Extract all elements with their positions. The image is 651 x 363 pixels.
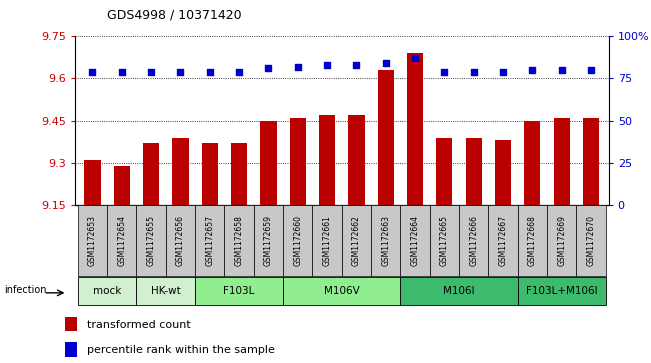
- Bar: [78, 277, 137, 305]
- Text: transformed count: transformed count: [87, 320, 190, 330]
- Bar: [195, 277, 283, 305]
- Bar: [400, 205, 430, 276]
- Text: GSM1172667: GSM1172667: [499, 215, 508, 266]
- Text: GSM1172659: GSM1172659: [264, 215, 273, 266]
- Point: [410, 55, 421, 61]
- Bar: [400, 277, 518, 305]
- Point: [469, 69, 479, 75]
- Bar: [430, 205, 459, 276]
- Point: [175, 69, 186, 75]
- Text: GSM1172663: GSM1172663: [381, 215, 390, 266]
- Point: [263, 65, 273, 71]
- Bar: [371, 205, 400, 276]
- Bar: [283, 205, 312, 276]
- Bar: [231, 143, 247, 205]
- Bar: [342, 205, 371, 276]
- Bar: [166, 205, 195, 276]
- Bar: [495, 140, 511, 205]
- Bar: [348, 115, 365, 205]
- Bar: [114, 166, 130, 205]
- Bar: [254, 205, 283, 276]
- Text: GSM1172661: GSM1172661: [323, 215, 331, 266]
- Point: [586, 67, 596, 73]
- Text: GSM1172668: GSM1172668: [528, 215, 537, 266]
- Text: percentile rank within the sample: percentile rank within the sample: [87, 345, 275, 355]
- Text: mock: mock: [93, 286, 121, 296]
- Point: [146, 69, 156, 75]
- Text: GDS4998 / 10371420: GDS4998 / 10371420: [107, 9, 242, 22]
- Text: GSM1172670: GSM1172670: [587, 215, 596, 266]
- Point: [87, 69, 98, 75]
- Text: M106I: M106I: [443, 286, 475, 296]
- Text: F103L+M106I: F103L+M106I: [526, 286, 598, 296]
- Bar: [283, 277, 400, 305]
- Bar: [319, 115, 335, 205]
- Bar: [137, 205, 166, 276]
- Text: GSM1172665: GSM1172665: [440, 215, 449, 266]
- Point: [292, 64, 303, 70]
- Text: GSM1172660: GSM1172660: [294, 215, 302, 266]
- Text: HK-wt: HK-wt: [151, 286, 181, 296]
- Text: GSM1172657: GSM1172657: [205, 215, 214, 266]
- Bar: [459, 205, 488, 276]
- Point: [204, 69, 215, 75]
- Bar: [436, 138, 452, 205]
- Point: [527, 67, 538, 73]
- Bar: [583, 118, 599, 205]
- Point: [498, 69, 508, 75]
- Text: GSM1172655: GSM1172655: [146, 215, 156, 266]
- Bar: [65, 317, 77, 331]
- Bar: [290, 118, 306, 205]
- Bar: [465, 138, 482, 205]
- Text: GSM1172666: GSM1172666: [469, 215, 478, 266]
- Text: GSM1172658: GSM1172658: [234, 215, 243, 266]
- Bar: [488, 205, 518, 276]
- Bar: [260, 121, 277, 205]
- Text: GSM1172662: GSM1172662: [352, 215, 361, 266]
- Point: [117, 69, 127, 75]
- Text: GSM1172669: GSM1172669: [557, 215, 566, 266]
- Text: M106V: M106V: [324, 286, 359, 296]
- Bar: [554, 118, 570, 205]
- Point: [322, 62, 332, 68]
- Bar: [202, 143, 218, 205]
- Bar: [107, 205, 137, 276]
- Point: [234, 69, 244, 75]
- Bar: [225, 205, 254, 276]
- Bar: [195, 205, 225, 276]
- Text: GSM1172653: GSM1172653: [88, 215, 97, 266]
- Bar: [85, 160, 100, 205]
- Bar: [137, 277, 195, 305]
- Bar: [576, 205, 605, 276]
- Bar: [173, 138, 189, 205]
- Bar: [312, 205, 342, 276]
- Bar: [78, 205, 107, 276]
- Point: [381, 60, 391, 66]
- Text: GSM1172664: GSM1172664: [411, 215, 420, 266]
- Point: [439, 69, 450, 75]
- Point: [557, 67, 567, 73]
- Text: infection: infection: [4, 285, 46, 295]
- Bar: [65, 342, 77, 357]
- Text: F103L: F103L: [223, 286, 255, 296]
- Bar: [518, 277, 605, 305]
- Bar: [378, 70, 394, 205]
- Bar: [407, 53, 423, 205]
- Text: GSM1172654: GSM1172654: [117, 215, 126, 266]
- Point: [352, 62, 362, 68]
- Bar: [524, 121, 540, 205]
- Bar: [518, 205, 547, 276]
- Bar: [143, 143, 159, 205]
- Bar: [547, 205, 576, 276]
- Text: GSM1172656: GSM1172656: [176, 215, 185, 266]
